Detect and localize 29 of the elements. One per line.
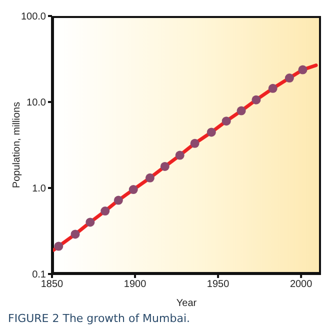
y-tick-label: 100.0 <box>20 12 46 23</box>
x-axis-title: Year <box>176 298 198 309</box>
point <box>190 138 200 148</box>
point <box>268 84 278 93</box>
point <box>54 242 64 251</box>
point <box>128 185 138 194</box>
point <box>175 150 184 160</box>
point <box>100 206 110 216</box>
x-tick-label: 2000 <box>290 279 313 290</box>
y-tick-label: 0.1 <box>32 270 46 281</box>
x-tick-label: 1850 <box>40 279 64 290</box>
point <box>114 196 123 205</box>
point <box>206 128 216 137</box>
point <box>298 65 308 74</box>
y-tick-label: 1.0 <box>32 184 46 195</box>
point <box>252 95 261 104</box>
point <box>70 230 80 239</box>
point <box>160 162 170 171</box>
y-tick-label: 10.0 <box>26 98 46 109</box>
y-axis-title: Population, millions <box>12 102 23 188</box>
point <box>236 106 246 116</box>
line-series <box>52 64 318 252</box>
point <box>86 218 95 227</box>
x-tick-label: 1900 <box>124 279 147 290</box>
x-tick-label: 1950 <box>206 279 230 290</box>
point <box>284 74 294 83</box>
point <box>222 116 231 126</box>
point <box>145 173 154 182</box>
caption: FIGURE 2 The growth of Mumbai. <box>8 312 192 325</box>
